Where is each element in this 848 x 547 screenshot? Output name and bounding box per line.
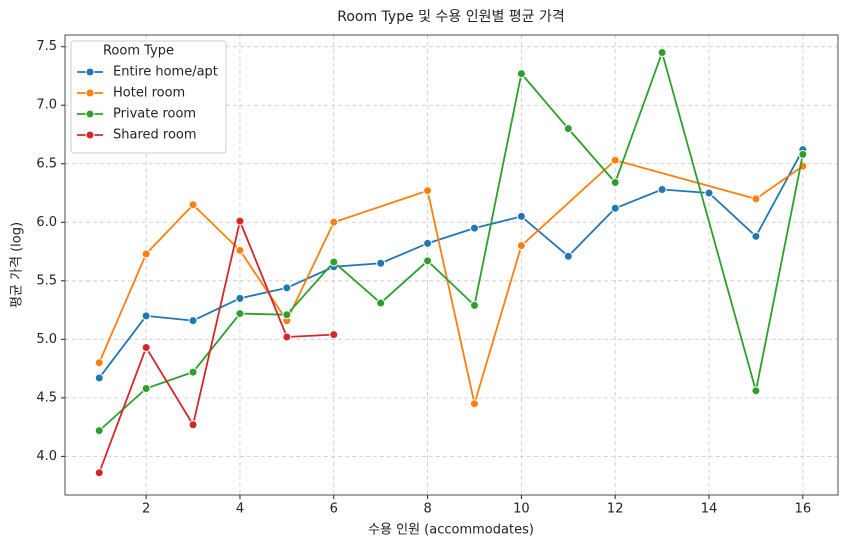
legend-label: Shared room [113,128,197,143]
data-point [423,238,433,248]
data-point [657,48,667,58]
data-point [141,343,151,353]
data-point [563,124,573,134]
data-point [610,177,620,187]
data-point [469,399,479,409]
data-point [329,330,339,340]
x-tick-label: 6 [330,502,338,517]
legend-label: Private room [113,107,196,122]
data-point [329,257,339,267]
legend-box [70,40,227,154]
data-point [141,311,151,321]
data-point [610,155,620,165]
y-tick-label: 7.0 [36,98,57,113]
data-point [376,258,386,268]
y-tick-label: 5.0 [36,332,57,347]
legend-marker [85,67,95,77]
y-tick-label: 6.0 [36,215,57,230]
data-point [423,186,433,196]
y-axis-label: 평균 가격 (log) [10,222,25,308]
data-point [751,386,761,396]
legend-title: Room Type [103,44,174,59]
legend-label: Hotel room [113,86,185,101]
data-point [469,300,479,310]
x-tick-label: 2 [142,502,150,517]
data-point [235,293,245,303]
legend-marker [85,109,95,119]
x-tick-label: 16 [795,502,812,517]
data-point [751,194,761,204]
chart-title: Room Type 및 수용 인원별 평균 가격 [337,9,565,25]
x-tick-label: 4 [236,502,244,517]
series-line [98,159,804,404]
data-point [141,383,151,393]
data-point [704,188,714,198]
legend-marker [85,130,95,140]
data-point [94,468,104,478]
data-point [235,245,245,255]
data-point [188,367,198,377]
series-line [98,218,334,474]
data-point [282,283,292,293]
x-tick-label: 8 [423,502,431,517]
y-tick-label: 7.5 [36,39,57,54]
y-tick-label: 4.5 [36,390,57,405]
data-point [282,310,292,320]
legend-marker [85,88,95,98]
data-point [282,332,292,342]
data-point [94,358,104,368]
data-point [329,217,339,227]
plot-frame [64,34,839,496]
y-tick-label: 4.0 [36,449,57,464]
x-tick-label: 14 [701,502,718,517]
data-point [516,69,526,79]
data-point [141,249,151,259]
data-point [516,211,526,221]
x-axis-label: 수용 인원 (accommodates) [368,523,534,538]
data-point [423,256,433,266]
data-point [516,241,526,251]
data-point [610,203,620,213]
data-point [94,426,104,436]
series-line [98,149,804,379]
data-point [235,216,245,226]
data-point [376,298,386,308]
legend-label: Entire home/apt [113,65,218,80]
data-point [188,316,198,326]
y-tick-label: 5.5 [36,273,57,288]
y-tick-label: 6.5 [36,156,57,171]
data-point [188,420,198,430]
x-tick-label: 12 [607,502,624,517]
data-point [798,149,808,159]
data-point [563,251,573,261]
data-point [657,185,667,195]
data-point [235,309,245,319]
data-point [751,231,761,241]
x-tick-label: 10 [513,502,530,517]
data-point [469,223,479,233]
data-point [188,200,198,210]
data-point [94,373,104,383]
